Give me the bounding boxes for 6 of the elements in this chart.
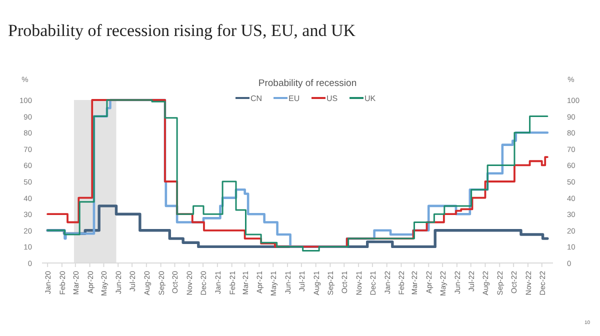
- legend-label: CN: [250, 94, 262, 103]
- legend-label: US: [326, 94, 338, 103]
- legend-label: EU: [288, 94, 300, 103]
- legend-title: Probability of recession: [258, 78, 357, 89]
- legend-label: UK: [364, 94, 376, 103]
- chart-title: Probability of recession rising for US, EU, and UK: [8, 21, 356, 40]
